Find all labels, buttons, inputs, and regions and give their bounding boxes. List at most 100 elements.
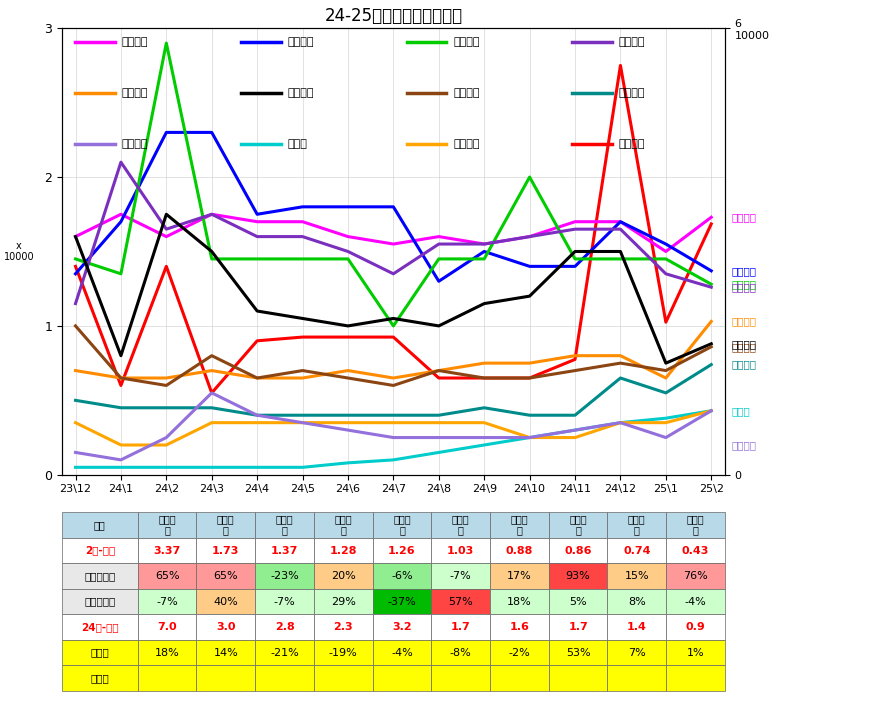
Text: 长安汽
车: 长安汽 车 xyxy=(276,515,293,535)
Text: 1.7: 1.7 xyxy=(568,622,588,632)
Bar xyxy=(607,614,667,640)
Bar xyxy=(607,538,667,563)
Bar xyxy=(196,640,255,666)
Text: 18%: 18% xyxy=(155,648,179,658)
Text: 17%: 17% xyxy=(507,571,532,581)
Bar xyxy=(138,513,196,538)
Bar xyxy=(372,666,431,691)
Text: 8%: 8% xyxy=(628,596,645,606)
Text: 3.0: 3.0 xyxy=(216,622,235,632)
Text: 年排名: 年排名 xyxy=(90,673,110,683)
Bar xyxy=(255,513,314,538)
Bar xyxy=(490,513,549,538)
Bar xyxy=(667,589,725,614)
Bar xyxy=(255,614,314,640)
Bar xyxy=(607,589,667,614)
Bar xyxy=(138,538,196,563)
Text: 鑫源汽
车: 鑫源汽 车 xyxy=(452,515,469,535)
Bar xyxy=(62,640,138,666)
Text: -2%: -2% xyxy=(508,648,530,658)
Text: 中国一汽: 中国一汽 xyxy=(732,440,757,450)
Text: 1.03: 1.03 xyxy=(447,546,475,556)
Text: 65%: 65% xyxy=(214,571,238,581)
Bar xyxy=(314,640,372,666)
Text: 年增速: 年增速 xyxy=(90,648,110,658)
Text: 长城汽车: 长城汽车 xyxy=(122,37,148,47)
Bar xyxy=(196,538,255,563)
Bar xyxy=(314,614,372,640)
Bar xyxy=(490,538,549,563)
Bar xyxy=(255,589,314,614)
Bar xyxy=(549,538,607,563)
Bar xyxy=(138,589,196,614)
Text: 3.37: 3.37 xyxy=(154,546,180,556)
Bar xyxy=(607,640,667,666)
Bar xyxy=(372,614,431,640)
Text: 上汽大
通: 上汽大 通 xyxy=(628,515,645,535)
Bar xyxy=(196,513,255,538)
Text: 中国重
汽: 中国重 汽 xyxy=(569,515,587,535)
Text: -23%: -23% xyxy=(271,571,299,581)
Bar xyxy=(667,563,725,589)
Bar xyxy=(667,538,725,563)
Bar xyxy=(314,666,372,691)
Text: -37%: -37% xyxy=(387,596,416,606)
Bar xyxy=(196,614,255,640)
Bar xyxy=(431,666,490,691)
Text: 长安汽车: 长安汽车 xyxy=(287,37,314,47)
Text: 山东唐骏: 山东唐骏 xyxy=(453,140,479,149)
Text: 5%: 5% xyxy=(569,596,587,606)
Text: 0.86: 0.86 xyxy=(564,546,592,556)
Bar xyxy=(549,614,607,640)
Bar xyxy=(490,666,549,691)
Bar xyxy=(62,538,138,563)
Bar xyxy=(255,538,314,563)
Text: 29%: 29% xyxy=(331,596,355,606)
Text: 24年-万台: 24年-万台 xyxy=(81,622,118,632)
Bar xyxy=(490,589,549,614)
Bar xyxy=(549,666,607,691)
Bar xyxy=(62,614,138,640)
Bar xyxy=(314,589,372,614)
Bar xyxy=(549,589,607,614)
Text: 18%: 18% xyxy=(507,596,532,606)
Bar xyxy=(549,563,607,589)
Bar xyxy=(62,513,138,538)
Bar xyxy=(138,614,196,640)
Text: 14%: 14% xyxy=(213,648,238,658)
Text: 1.28: 1.28 xyxy=(330,546,357,556)
Text: 1.7: 1.7 xyxy=(451,622,470,632)
Bar xyxy=(372,513,431,538)
Bar xyxy=(196,589,255,614)
Text: 比亚迪: 比亚迪 xyxy=(732,406,751,416)
Bar xyxy=(138,640,196,666)
Text: x
10000: x 10000 xyxy=(4,240,34,262)
Text: 鑫源汽车: 鑫源汽车 xyxy=(122,88,148,98)
Bar xyxy=(490,563,549,589)
Text: 江铃汽车: 江铃汽车 xyxy=(287,88,314,98)
Bar xyxy=(490,640,549,666)
Text: 中国重汽: 中国重汽 xyxy=(453,88,479,98)
Text: 93%: 93% xyxy=(566,571,591,581)
Text: 上汽大通: 上汽大通 xyxy=(619,88,645,98)
Title: 24-25年轻卡厂家销量走势: 24-25年轻卡厂家销量走势 xyxy=(324,7,462,25)
Text: 65%: 65% xyxy=(155,571,179,581)
Text: 月同比增速: 月同比增速 xyxy=(84,571,116,581)
Bar xyxy=(549,640,607,666)
Text: 江铃汽
车: 江铃汽 车 xyxy=(511,515,529,535)
Text: 上汽大通: 上汽大通 xyxy=(732,360,757,369)
Text: 1.73: 1.73 xyxy=(212,546,240,556)
Bar xyxy=(490,614,549,640)
Text: 7.0: 7.0 xyxy=(157,622,177,632)
Text: 1%: 1% xyxy=(687,648,705,658)
Text: 20%: 20% xyxy=(331,571,355,581)
Text: 1.6: 1.6 xyxy=(509,622,530,632)
Bar xyxy=(314,563,372,589)
Text: 鑫源汽车: 鑫源汽车 xyxy=(732,317,757,326)
Text: 0.88: 0.88 xyxy=(506,546,533,556)
Text: 长城汽
车: 长城汽 车 xyxy=(217,515,234,535)
Text: 1.26: 1.26 xyxy=(388,546,415,556)
Bar xyxy=(196,666,255,691)
Text: 1.37: 1.37 xyxy=(271,546,298,556)
Text: 轻卡: 轻卡 xyxy=(94,520,106,530)
